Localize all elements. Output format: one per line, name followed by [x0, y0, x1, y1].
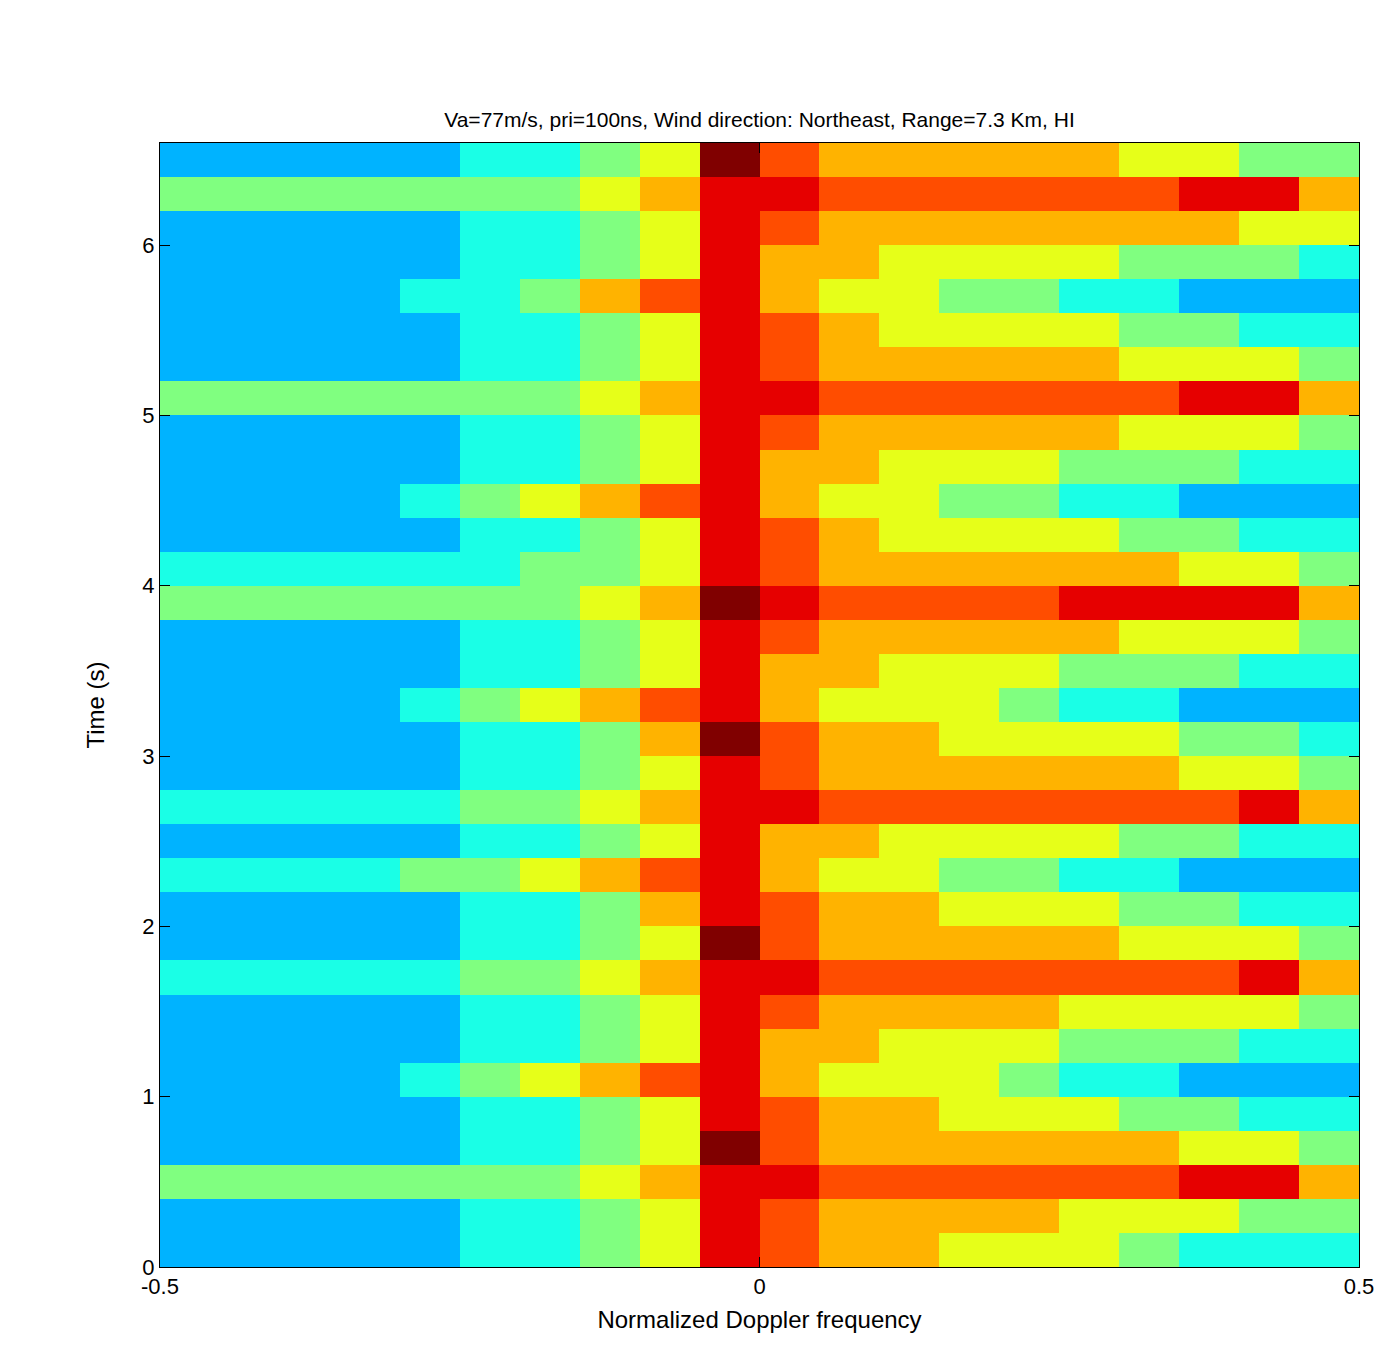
svg-text:1: 1	[142, 1084, 154, 1109]
svg-text:2: 2	[142, 914, 154, 939]
svg-text:0: 0	[142, 1255, 154, 1280]
svg-text:3: 3	[142, 744, 154, 769]
svg-text:Normalized Doppler frequency: Normalized Doppler frequency	[597, 1306, 921, 1333]
svg-text:Va=77m/s, pri=100ns, Wind dire: Va=77m/s, pri=100ns, Wind direction: Nor…	[444, 108, 1075, 131]
svg-text:5: 5	[142, 403, 154, 428]
svg-text:Time (s): Time (s)	[82, 661, 109, 748]
svg-text:0.5: 0.5	[1344, 1274, 1375, 1299]
svg-text:-0.5: -0.5	[141, 1274, 179, 1299]
svg-text:6: 6	[142, 233, 154, 258]
svg-text:0: 0	[753, 1274, 765, 1299]
svg-text:4: 4	[142, 573, 154, 598]
